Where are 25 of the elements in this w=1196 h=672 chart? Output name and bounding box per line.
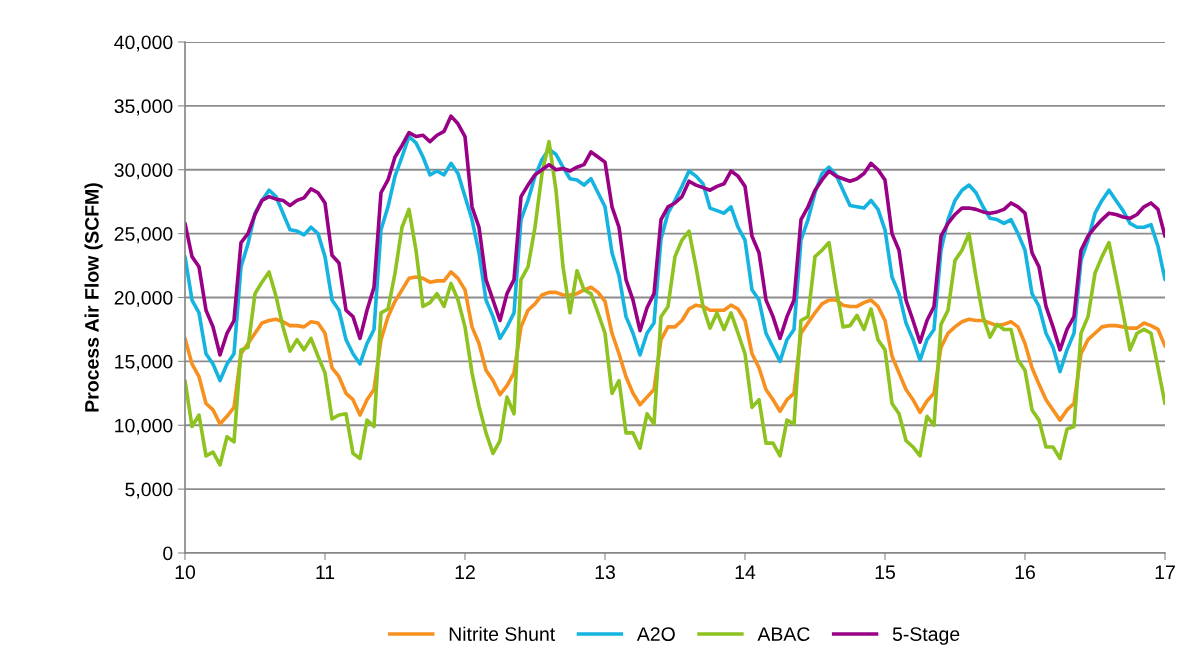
x-tick-label: 16 [1015, 565, 1035, 580]
line-series [185, 139, 1165, 467]
y-tick-label: 35,000 [114, 99, 173, 116]
y-tick-label: 0 [163, 546, 173, 561]
y-tick-label: 40,000 [114, 35, 173, 52]
line-series [185, 134, 1165, 383]
y-tick-label: 25,000 [114, 227, 173, 244]
y-tick-label: 30,000 [114, 163, 173, 180]
line-series [185, 114, 1165, 357]
y-tick-label: 20,000 [114, 290, 173, 308]
x-tick-label: 15 [875, 565, 895, 580]
x-tick-label: 13 [595, 565, 615, 580]
y-tick-label: 5,000 [125, 482, 173, 499]
x-tick-label: 14 [735, 565, 756, 579]
legend-label: 5-Stage [892, 627, 960, 645]
x-tick-label: 10 [175, 565, 196, 580]
legend-label: Nitrite Shunt [449, 626, 556, 641]
x-tick-label: 11 [316, 565, 335, 579]
y-tick-label: 10,000 [115, 418, 173, 435]
x-tick-label: 12 [455, 565, 475, 579]
y-axis-title: Process Air Flow (SCFM) [84, 183, 103, 412]
y-tick-label: 15,000 [115, 354, 173, 371]
x-tick-label: 17 [1155, 565, 1175, 579]
legend-label: A2O [636, 627, 675, 641]
legend-label: ABAC [757, 627, 810, 641]
